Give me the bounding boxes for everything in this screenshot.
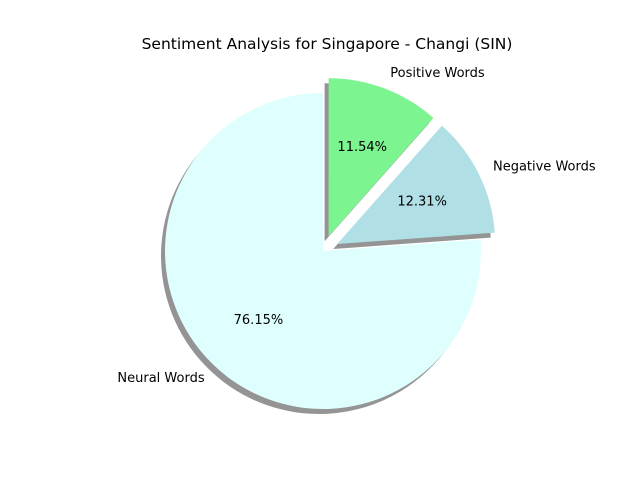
slice-label-negative-words: Negative Words — [493, 159, 596, 174]
pct-label-negative-words: 12.31% — [397, 194, 447, 209]
slice-label-neural-words: Neural Words — [117, 371, 204, 386]
slice-label-positive-words: Positive Words — [390, 66, 485, 81]
pie-label-layer: 11.54% Positive Words 12.31% Negative Words… — [117, 66, 595, 386]
pie-slice-negative-words — [337, 125, 495, 244]
pie-slice-layer — [165, 78, 495, 409]
pct-label-positive-words: 11.54% — [337, 140, 387, 155]
pie-slice-neural-words — [165, 93, 482, 409]
pie-slice-positive-words — [328, 78, 434, 237]
pct-label-neural-words: 76.15% — [234, 313, 284, 328]
chart-title: Sentiment Analysis for Singapore - Chang… — [142, 35, 513, 53]
